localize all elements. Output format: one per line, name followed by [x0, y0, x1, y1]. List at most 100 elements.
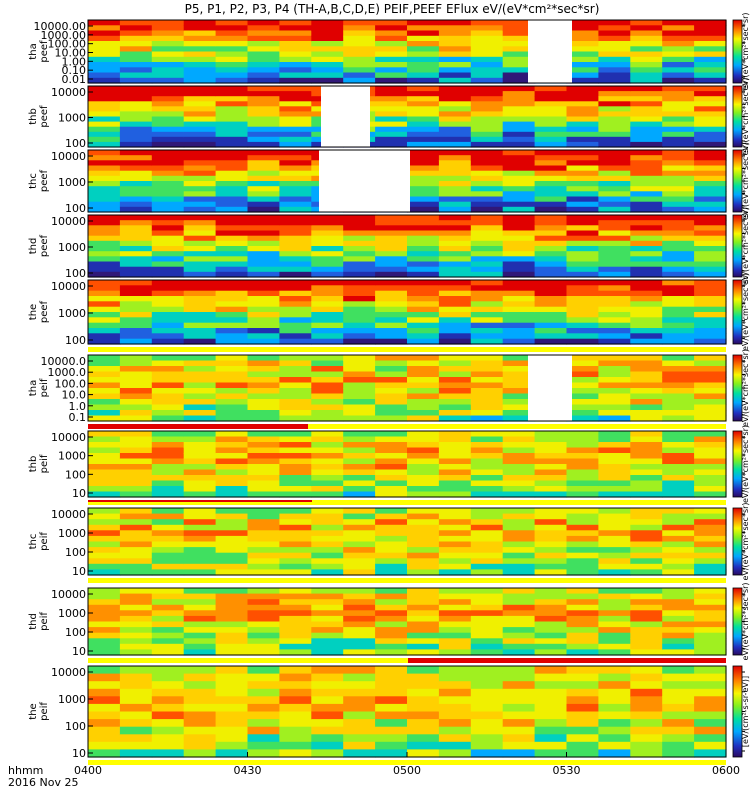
heatmap-cell	[119, 491, 153, 498]
heatmap-cell	[343, 246, 376, 252]
heatmap-cell	[534, 632, 568, 639]
heatmap-cell	[630, 101, 663, 107]
heatmap-cell	[630, 749, 663, 758]
heatmap-cell	[88, 388, 121, 395]
heatmap-cell	[247, 96, 280, 102]
heatmap-cell	[438, 604, 472, 611]
heatmap-cell	[279, 111, 312, 118]
heatmap-cell	[470, 681, 504, 690]
heatmap-cell	[598, 30, 631, 37]
heatmap-cell	[630, 306, 663, 313]
heatmap-cell	[598, 116, 631, 123]
colorbar	[732, 279, 743, 345]
heatmap-cell	[470, 150, 504, 156]
heatmap-cell	[534, 165, 568, 172]
heatmap-cell	[502, 415, 536, 422]
heatmap-cell	[630, 271, 663, 278]
y-tick-label: 10.0	[62, 389, 87, 402]
heatmap-cell	[694, 181, 727, 187]
heatmap-cell	[438, 225, 472, 232]
heatmap-cell	[311, 593, 344, 600]
heatmap-cell	[407, 25, 440, 32]
heatmap-cell	[375, 711, 408, 720]
heatmap-cell	[119, 96, 153, 102]
heatmap-cell	[598, 91, 631, 97]
heatmap-cell	[694, 410, 727, 417]
heatmap-cell	[534, 513, 568, 520]
heatmap-cell	[407, 604, 440, 611]
heatmap-cell	[470, 317, 504, 324]
heatmap-cell	[598, 569, 631, 576]
heatmap-cell	[375, 338, 408, 345]
heatmap-cell	[438, 541, 472, 548]
heatmap-cell	[470, 72, 504, 79]
heatmap-cell	[343, 480, 376, 487]
heatmap-cell	[88, 175, 121, 182]
heatmap-cell	[183, 160, 217, 167]
heatmap-cell	[407, 51, 440, 58]
heatmap-cell	[438, 160, 472, 167]
heatmap-cell	[662, 558, 695, 565]
heatmap-cell	[598, 734, 631, 743]
heatmap-cell	[375, 56, 408, 63]
heatmap-cell	[119, 519, 153, 526]
heatmap-cell	[119, 196, 153, 203]
heatmap-cell	[662, 296, 695, 302]
heatmap-cell	[662, 338, 695, 345]
heatmap-cell	[215, 558, 249, 565]
heatmap-cell	[662, 464, 695, 471]
heatmap-cell	[247, 741, 280, 750]
heatmap-cell	[470, 136, 504, 143]
heatmap-cell	[343, 355, 376, 362]
heatmap-cell	[438, 627, 472, 634]
heatmap-cell	[407, 749, 440, 758]
heatmap-cell	[598, 271, 631, 278]
heatmap-cell	[662, 77, 695, 84]
heatmap-cell	[215, 322, 249, 329]
heatmap-cell	[247, 388, 280, 395]
y-tick-label: 100	[65, 546, 86, 559]
heatmap-cell	[119, 285, 153, 292]
heatmap-cell	[662, 116, 695, 123]
heatmap-cell	[88, 741, 121, 750]
heatmap-cell	[470, 301, 504, 308]
heatmap-cell	[502, 530, 536, 537]
heatmap-cell	[375, 271, 408, 278]
heatmap-cell	[215, 535, 249, 543]
heatmap-cell	[375, 317, 408, 324]
heatmap-cell	[119, 25, 153, 32]
heatmap-cell	[502, 46, 536, 53]
heatmap-cell	[694, 508, 727, 515]
heatmap-cell	[502, 181, 536, 187]
heatmap-cell	[470, 696, 504, 705]
heatmap-cell	[566, 191, 599, 198]
heatmap-cell	[438, 266, 472, 273]
heatmap-cell	[88, 86, 121, 92]
heatmap-cell	[183, 643, 217, 650]
heatmap-cell	[183, 136, 217, 143]
heatmap-cell	[534, 627, 568, 634]
heatmap-cell	[598, 62, 631, 68]
heatmap-cell	[375, 141, 408, 148]
heatmap-cell	[470, 271, 504, 278]
heatmap-cell	[438, 317, 472, 324]
heatmap-cell	[534, 338, 568, 345]
heatmap-cell	[438, 749, 472, 758]
heatmap-cell	[598, 563, 631, 570]
heatmap-cell	[279, 220, 312, 226]
heatmap-cell	[534, 681, 568, 690]
heatmap-cell	[151, 610, 185, 617]
heatmap-cell	[566, 719, 599, 728]
heatmap-cell	[375, 627, 408, 634]
heatmap-cell	[534, 96, 568, 102]
heatmap-cell	[662, 312, 695, 318]
heatmap-cell	[215, 235, 249, 242]
panel-frame	[87, 19, 727, 84]
heatmap-cell	[470, 734, 504, 743]
heatmap-cell	[407, 464, 440, 471]
heatmap-cell	[598, 266, 631, 273]
heatmap-cell	[311, 322, 344, 329]
heatmap-cell	[375, 41, 408, 47]
heatmap-cell	[343, 266, 376, 273]
